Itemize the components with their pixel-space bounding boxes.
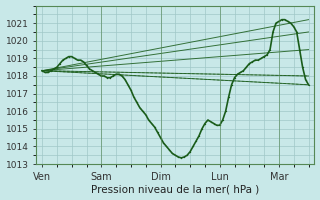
X-axis label: Pression niveau de la mer( hPa ): Pression niveau de la mer( hPa )	[91, 184, 260, 194]
